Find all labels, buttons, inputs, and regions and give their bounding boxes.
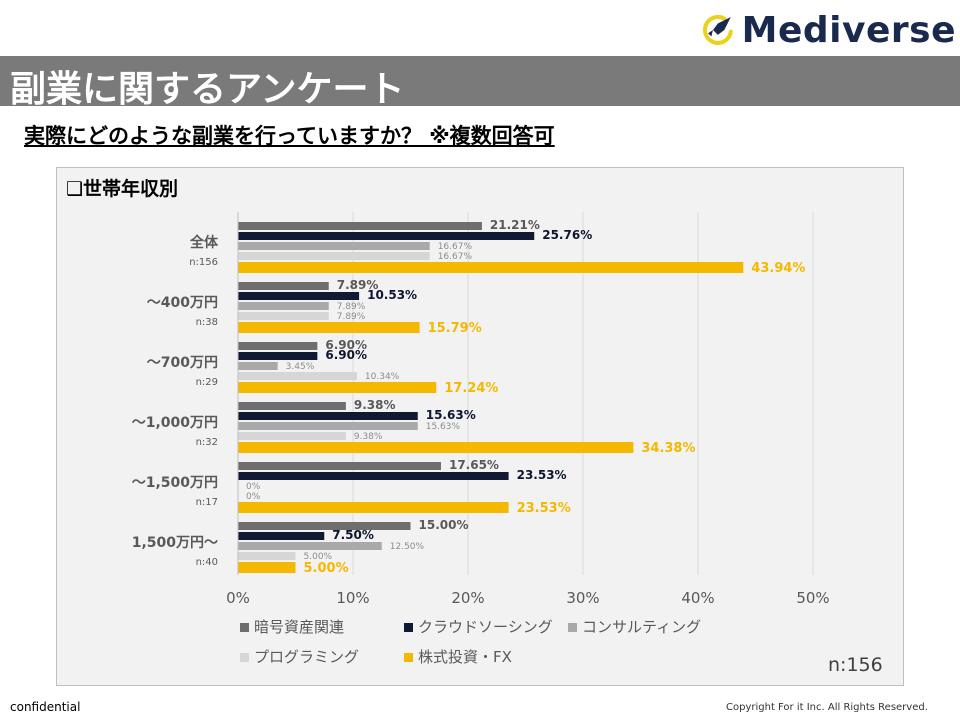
data-label: 16.67% [438, 242, 473, 252]
data-label: 7.89% [337, 302, 366, 312]
x-tick-label: 30% [566, 589, 599, 607]
data-label: 17.65% [449, 458, 499, 472]
bar [238, 222, 482, 230]
data-label: 9.38% [354, 398, 396, 412]
bar [238, 372, 357, 380]
category-label: ～700万円 [147, 355, 218, 371]
data-label: 15.63% [426, 408, 476, 422]
legend-entry: 暗号資産関連 [254, 618, 344, 636]
bar [238, 542, 382, 550]
category-n-label: n:29 [196, 377, 218, 388]
legend-entry: 株式投資・FX [418, 648, 512, 666]
bar [238, 262, 744, 273]
data-label: 10.34% [365, 372, 400, 382]
panel-title: ❑世帯年収別 [66, 178, 179, 200]
bar [238, 352, 318, 360]
bar [238, 562, 296, 573]
bar [238, 432, 346, 440]
bar [238, 382, 437, 393]
bar [238, 402, 346, 410]
category-label: 全体 [189, 234, 219, 251]
x-tick-label: 0% [226, 589, 250, 607]
bar [238, 442, 634, 453]
category-n-label: n:156 [189, 257, 218, 268]
logo: Mediverse [700, 8, 956, 52]
copyright-label: Copyright For it Inc. All Rights Reserve… [726, 702, 928, 713]
data-label: 16.67% [438, 252, 473, 262]
bar [238, 462, 441, 470]
sample-size-label: n:156 [828, 654, 883, 676]
data-label: 15.79% [428, 321, 482, 336]
category-n-label: n:38 [196, 317, 218, 328]
category-label: 1,500万円～ [132, 535, 218, 551]
bar [238, 472, 509, 480]
data-label: 15.00% [419, 518, 469, 532]
rocket-logo-icon [702, 14, 733, 45]
data-label: 0% [246, 482, 261, 492]
data-label: 0% [246, 492, 261, 502]
legend-entry: プログラミング [254, 648, 359, 666]
data-label: 5.00% [304, 561, 349, 576]
data-label: 43.94% [751, 261, 805, 276]
data-label: 17.24% [444, 381, 498, 396]
bar [238, 232, 535, 240]
confidential-label: confidential [10, 700, 81, 714]
bar [238, 292, 360, 300]
data-label: 7.89% [337, 278, 379, 292]
bar [238, 342, 318, 350]
data-label: 25.76% [542, 228, 592, 242]
category-n-label: n:32 [196, 437, 218, 448]
bar [238, 522, 411, 530]
bar [238, 302, 329, 310]
title-bar: 副業に関するアンケート [0, 56, 960, 110]
legend-entry: クラウドソーシング [418, 618, 553, 636]
page-title: 副業に関するアンケート [10, 69, 405, 110]
bar [238, 362, 278, 370]
chart-panel [56, 167, 904, 686]
bar [238, 552, 296, 560]
category-n-label: n:17 [196, 497, 218, 508]
category-label: ～1,000万円 [132, 415, 218, 431]
legend-swatch [404, 653, 413, 662]
data-label: 7.50% [332, 528, 374, 542]
bar [238, 502, 509, 513]
bar [238, 422, 418, 430]
category-label: ～1,500万円 [132, 475, 218, 491]
x-tick-label: 40% [681, 589, 714, 607]
bar [238, 312, 329, 320]
bar [238, 282, 329, 290]
category-label: ～400万円 [147, 295, 218, 311]
data-label: 21.21% [490, 218, 540, 232]
bar [238, 532, 325, 540]
data-label: 23.53% [517, 501, 571, 516]
legend-entry: コンサルティング [582, 618, 701, 636]
x-tick-label: 10% [336, 589, 369, 607]
data-label: 23.53% [517, 468, 567, 482]
data-label: 6.90% [325, 348, 367, 362]
data-label: 9.38% [354, 432, 383, 442]
bar [238, 242, 430, 250]
question-subtitle: 実際にどのような副業を行っていますか？ ※複数回答可 [24, 124, 555, 148]
legend-swatch [568, 623, 577, 632]
legend-swatch [240, 653, 249, 662]
category-n-label: n:40 [196, 557, 218, 568]
legend-swatch [240, 623, 249, 632]
data-label: 12.50% [390, 542, 425, 552]
data-label: 7.89% [337, 312, 366, 322]
bar [238, 412, 418, 420]
data-label: 5.00% [304, 552, 333, 562]
data-label: 10.53% [367, 288, 417, 302]
data-label: 34.38% [641, 441, 695, 456]
data-label: 15.63% [426, 422, 461, 432]
logo-text: Mediverse [741, 9, 956, 51]
x-tick-label: 20% [451, 589, 484, 607]
legend-swatch [404, 623, 413, 632]
bar [238, 252, 430, 260]
data-label: 3.45% [286, 362, 315, 372]
data-label: 6.90% [325, 338, 367, 352]
x-tick-label: 50% [796, 589, 829, 607]
bar [238, 322, 420, 333]
